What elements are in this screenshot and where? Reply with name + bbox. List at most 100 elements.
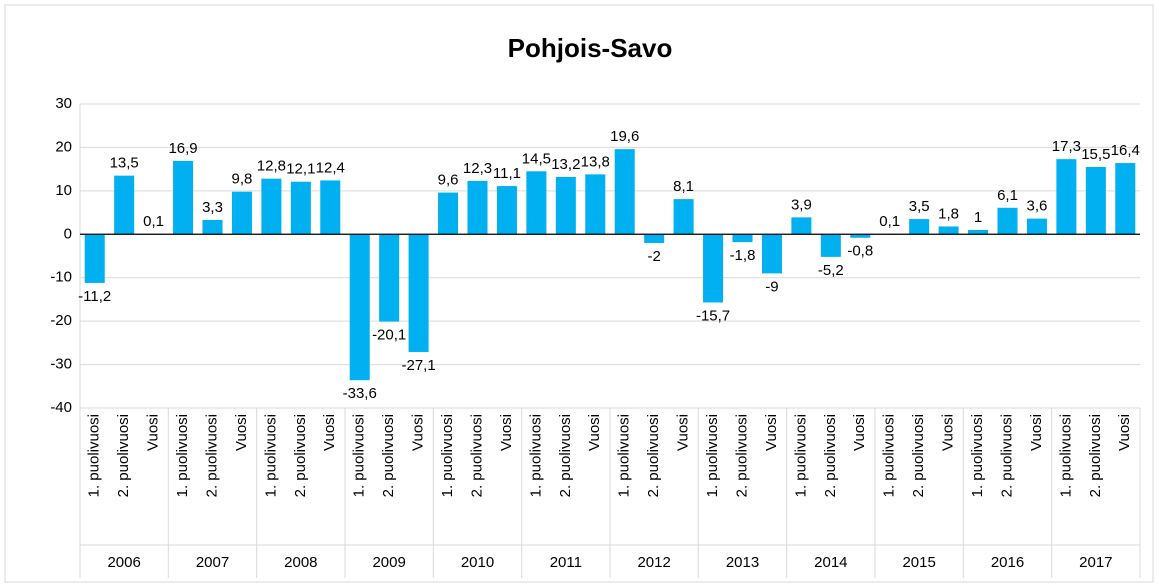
- value-label: 8,1: [673, 178, 694, 195]
- value-label: 0,1: [143, 213, 164, 230]
- x-tick-label: Vuosi: [675, 414, 692, 451]
- x-tick-label: 2. puolivuosi: [910, 414, 927, 497]
- x-tick-label: Vuosi: [763, 414, 780, 451]
- group-label: 2008: [284, 554, 317, 571]
- value-label: 3,9: [791, 196, 812, 213]
- value-label: -2: [647, 248, 660, 265]
- x-tick-label: 1. puolivuosi: [792, 414, 809, 497]
- y-tick-label: -20: [50, 312, 72, 329]
- group-label: 2006: [107, 554, 140, 571]
- y-tick-label: -10: [50, 269, 72, 286]
- bar: [173, 160, 194, 235]
- bar: [84, 234, 105, 283]
- x-tick-label: 1. puolivuosi: [174, 414, 191, 497]
- x-tick-label: 2. puolivuosi: [1087, 414, 1104, 497]
- bar: [467, 180, 488, 235]
- value-label: -33,6: [343, 385, 377, 402]
- x-tick-label: Vuosi: [498, 414, 515, 451]
- x-tick-label: Vuosi: [1028, 414, 1045, 451]
- chart-title: Pohjois-Savo: [508, 33, 673, 63]
- value-label: -15,7: [696, 307, 730, 324]
- chart-border: [4, 4, 1154, 583]
- bar: [1026, 218, 1047, 235]
- x-tick-label: Vuosi: [586, 414, 603, 451]
- value-label: 12,3: [463, 160, 492, 177]
- value-label: -9: [765, 278, 778, 295]
- value-label: 6,1: [997, 187, 1018, 204]
- x-tick-label: Vuosi: [1116, 414, 1133, 451]
- x-tick-label: Vuosi: [321, 414, 338, 451]
- value-label: -5,2: [818, 262, 844, 279]
- bar: [114, 175, 135, 235]
- bar: [968, 229, 989, 235]
- bar: [761, 234, 782, 274]
- value-label: 9,6: [438, 172, 459, 189]
- bar: [349, 234, 370, 381]
- value-label: 11,1: [493, 165, 521, 182]
- y-tick-label: 0: [64, 225, 72, 242]
- value-label: 3,3: [202, 199, 223, 216]
- value-label: 13,5: [110, 155, 139, 172]
- y-tick-label: -30: [50, 356, 72, 373]
- value-label: 16,9: [168, 140, 197, 157]
- value-label: 17,3: [1052, 138, 1081, 155]
- group-label: 2011: [550, 554, 582, 571]
- value-label: 0,1: [879, 213, 900, 230]
- bar: [644, 234, 665, 243]
- bar: [850, 234, 871, 238]
- x-tick-label: 1. puolivuosi: [969, 414, 986, 497]
- bar: [1085, 166, 1106, 235]
- bar: [202, 219, 223, 235]
- value-label: -20,1: [372, 327, 406, 344]
- value-label: -11,2: [78, 288, 111, 305]
- bar: [408, 234, 429, 352]
- bar: [379, 234, 400, 322]
- value-label: 13,8: [581, 153, 610, 170]
- bar: [585, 174, 606, 235]
- value-label: 12,8: [257, 158, 286, 175]
- y-tick-label: -40: [50, 399, 72, 416]
- x-tick-label: 2. puolivuosi: [380, 414, 397, 497]
- value-label: -0,8: [847, 243, 873, 260]
- group-label: 2014: [814, 554, 847, 571]
- value-label: 3,6: [1027, 198, 1048, 215]
- value-label: 13,2: [551, 156, 580, 173]
- bar: [909, 219, 930, 235]
- x-tick-label: Vuosi: [851, 414, 868, 451]
- group-label: 2012: [637, 554, 670, 571]
- bar: [438, 192, 459, 235]
- value-label: 16,4: [1111, 142, 1140, 159]
- value-label: 3,5: [909, 198, 930, 215]
- x-tick-label: Vuosi: [233, 414, 250, 451]
- x-tick-label: 2. puolivuosi: [203, 414, 220, 497]
- group-label: 2009: [372, 554, 405, 571]
- value-label: -27,1: [402, 357, 436, 374]
- bar: [261, 178, 282, 235]
- x-tick-label: 2. puolivuosi: [557, 414, 574, 497]
- bar: [290, 181, 311, 235]
- value-label: 1: [974, 209, 982, 226]
- bar: [1056, 159, 1077, 235]
- value-label: 14,5: [522, 150, 551, 167]
- x-tick-label: 1. puolivuosi: [439, 414, 456, 497]
- bar: [320, 180, 341, 235]
- value-label: 12,4: [316, 159, 345, 176]
- x-tick-label: 1. puolivuosi: [1057, 414, 1074, 497]
- x-tick-label: 1. puolivuosi: [881, 414, 898, 497]
- y-tick-label: 20: [55, 138, 72, 155]
- bar: [938, 226, 959, 235]
- x-tick-label: 1. puolivuosi: [704, 414, 721, 497]
- x-tick-label: 1. puolivuosi: [527, 414, 544, 497]
- bar: [820, 234, 841, 257]
- bar: [791, 217, 812, 235]
- group-label: 2010: [461, 554, 494, 571]
- bar: [614, 149, 635, 235]
- x-tick-label: 2. puolivuosi: [998, 414, 1015, 497]
- x-tick-label: 1. puolivuosi: [616, 414, 633, 497]
- bar: [732, 234, 753, 243]
- group-label: 2015: [902, 554, 935, 571]
- x-tick-label: 2. puolivuosi: [822, 414, 839, 497]
- value-label: 1,8: [938, 205, 959, 222]
